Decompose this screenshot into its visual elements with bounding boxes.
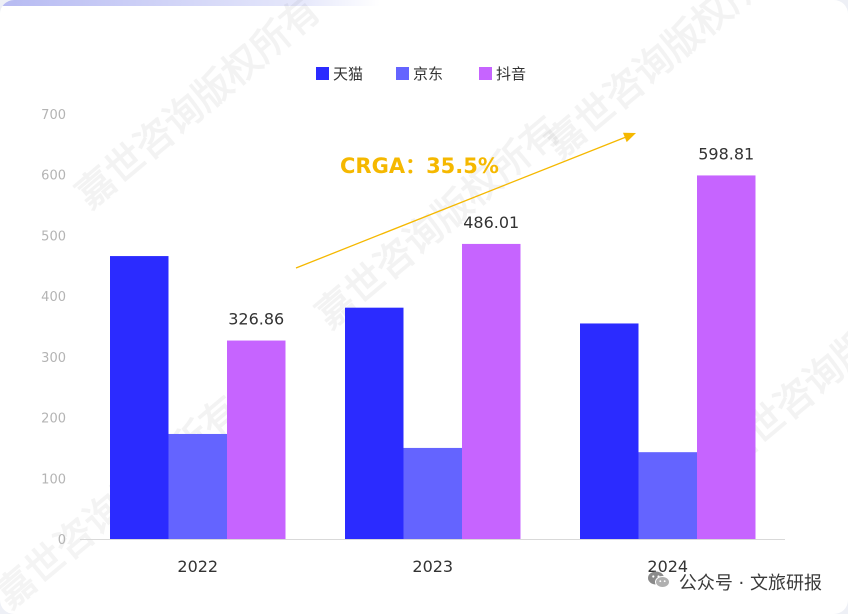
bar — [345, 307, 404, 539]
wechat-icon — [647, 571, 671, 592]
x-tick-label: 2023 — [412, 557, 453, 576]
data-label: 486.01 — [463, 213, 519, 232]
y-tick-label: 600 — [41, 169, 66, 184]
bar — [580, 323, 639, 539]
y-tick-label: 200 — [41, 412, 66, 427]
bars — [110, 175, 756, 540]
bar — [697, 175, 756, 540]
legend-label: 天猫 — [333, 65, 363, 83]
bar — [462, 243, 521, 540]
legend-item: 京东 — [396, 65, 443, 83]
y-tick-label: 100 — [41, 472, 66, 487]
cagr-label: CRGA：35.5% — [340, 154, 499, 178]
x-tick-label: 2024 — [647, 557, 688, 576]
data-labels: 326.86 486.01 598.81 — [228, 144, 754, 328]
y-tick-label: 700 — [41, 108, 66, 123]
bar — [110, 256, 169, 539]
x-tick-label: 2022 — [177, 557, 218, 576]
y-tick-label: 0 — [58, 533, 66, 548]
watermark-text: 嘉世咨询版权所有 — [308, 108, 569, 337]
bar — [638, 452, 697, 539]
legend-swatch — [479, 67, 492, 80]
legend-item: 天猫 — [316, 65, 363, 83]
legend-swatch — [396, 67, 409, 80]
bar — [403, 447, 462, 539]
y-tick-label: 500 — [41, 229, 66, 244]
trend-arrow-head — [623, 132, 636, 143]
footer-text: 公众号 · 文旅研报 — [678, 573, 822, 594]
trend-arrow-line — [295, 135, 628, 269]
y-axis: 0 100 200 300 400 500 600 700 — [41, 108, 66, 548]
data-label: 598.81 — [698, 144, 754, 163]
y-tick-label: 300 — [41, 351, 66, 366]
bar — [227, 340, 286, 539]
legend: 天猫 京东 抖音 — [316, 65, 526, 83]
legend-swatch — [316, 67, 329, 80]
y-tick-label: 400 — [41, 290, 66, 305]
data-label: 326.86 — [228, 310, 284, 329]
legend-label: 京东 — [413, 65, 443, 83]
x-axis: 2022 2023 2024 — [80, 539, 785, 576]
legend-item: 抖音 — [479, 65, 526, 83]
bar — [168, 433, 227, 539]
legend-label: 抖音 — [496, 65, 526, 83]
watermark-text: 嘉世咨询版权所有 — [68, 0, 329, 217]
footer-source: 公众号 · 文旅研报 — [647, 570, 822, 594]
cagr-annotation: CRGA：35.5% — [295, 132, 636, 269]
top-accent-strip — [0, 0, 380, 6]
watermark-text: 嘉世咨询版权所有 — [538, 0, 799, 167]
